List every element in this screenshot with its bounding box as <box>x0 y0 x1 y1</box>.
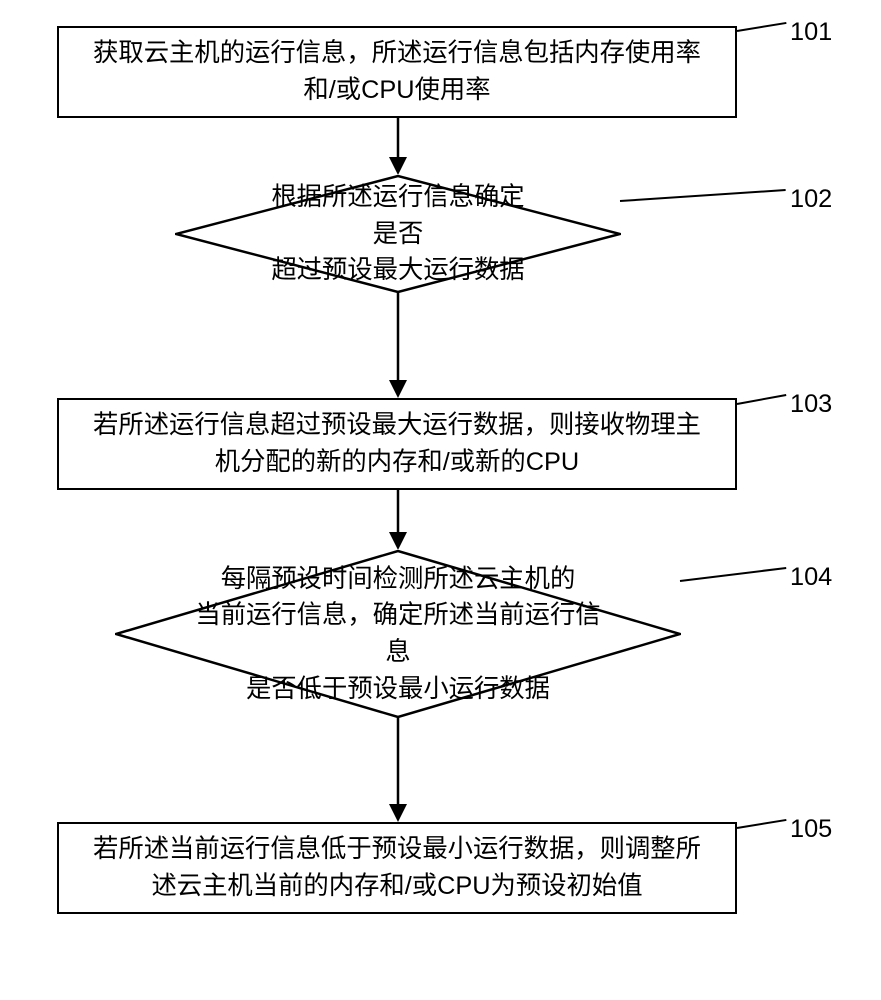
leader-line <box>620 189 786 202</box>
process-text: 若所述运行信息超过预设最大运行数据，则接收物理主机分配的新的内存和/或新的CPU <box>79 403 715 484</box>
leader-line <box>737 22 786 32</box>
process-text: 若所述当前运行信息低于预设最小运行数据，则调整所述云主机当前的内存和/或CPU为… <box>79 827 715 908</box>
step-number-105: 105 <box>790 815 832 844</box>
step-number-101: 101 <box>790 18 832 47</box>
leader-line <box>737 394 786 405</box>
flow-arrow-1 <box>389 293 407 398</box>
process-box-n1: 获取云主机的运行信息，所述运行信息包括内存使用率和/或CPU使用率 <box>57 26 737 118</box>
flow-arrow-0 <box>389 118 407 175</box>
decision-box-n4: 每隔预设时间检测所述云主机的当前运行信息，确定所述当前运行信息是否低于预设最小运… <box>115 550 681 718</box>
decision-text: 根据所述运行信息确定是否超过预设最大运行数据 <box>175 175 621 293</box>
step-number-102: 102 <box>790 185 832 214</box>
flow-arrow-3 <box>389 718 407 822</box>
step-number-103: 103 <box>790 390 832 419</box>
step-number-104: 104 <box>790 563 832 592</box>
decision-box-n2: 根据所述运行信息确定是否超过预设最大运行数据 <box>175 175 621 293</box>
process-box-n3: 若所述运行信息超过预设最大运行数据，则接收物理主机分配的新的内存和/或新的CPU <box>57 398 737 490</box>
process-text: 获取云主机的运行信息，所述运行信息包括内存使用率和/或CPU使用率 <box>79 31 715 112</box>
leader-line <box>680 567 786 582</box>
leader-line <box>737 819 786 829</box>
flow-arrow-2 <box>389 490 407 550</box>
process-box-n5: 若所述当前运行信息低于预设最小运行数据，则调整所述云主机当前的内存和/或CPU为… <box>57 822 737 914</box>
decision-text: 每隔预设时间检测所述云主机的当前运行信息，确定所述当前运行信息是否低于预设最小运… <box>115 550 681 718</box>
